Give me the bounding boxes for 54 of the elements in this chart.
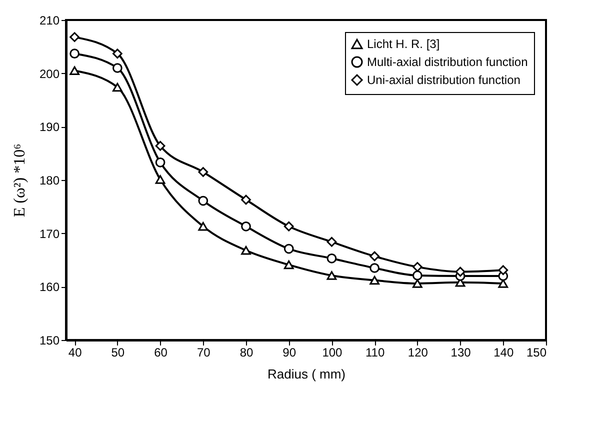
point [370,276,380,285]
point [155,140,166,151]
point [112,82,122,92]
y-tick-label: 160 [39,280,60,294]
x-tick-label: 130 [450,346,472,360]
point [198,196,208,206]
y-tick-label: 170 [39,226,60,241]
y-tick-label: 210 [39,14,60,28]
x-tick-label: 50 [111,346,125,360]
point [112,63,122,73]
x-tick-label: 80 [240,346,254,360]
y-tick-label: 200 [39,66,60,81]
x-tick-label: 40 [68,346,82,360]
point [326,236,337,247]
point [370,263,380,273]
x-tick-label: 120 [408,346,428,360]
point [198,167,208,177]
y-tick-label: 150 [39,334,60,348]
legend-label: Licht H. R. [3] [367,37,440,51]
point [70,66,80,76]
legend-label: Uni-axial distribution function [367,73,520,87]
point [455,266,466,277]
point [112,48,122,59]
point [370,251,380,262]
x-tick-label: 140 [494,346,514,360]
point [155,175,166,184]
x-tick-label: 110 [366,346,385,360]
x-tick-label: 60 [154,346,168,360]
legend-label: Multi-axial distribution function [367,55,528,69]
point [241,194,251,205]
point [326,253,337,264]
x-tick-label: 70 [196,346,211,360]
point [498,265,508,276]
point [198,222,208,231]
y-axis-title: E (ω²) *10⁶ [11,144,28,218]
x-tick-label: 150 [526,346,547,360]
point [155,157,166,168]
point [284,260,294,270]
x-axis-title: Radius ( mm) [267,366,346,382]
y-tick-label: 180 [39,174,60,188]
point [241,221,251,232]
point [241,246,251,255]
point [412,279,422,288]
point [70,48,80,59]
point [498,279,508,288]
point [70,32,80,42]
x-tick-label: 90 [282,346,296,360]
point [412,262,422,272]
point [284,221,294,232]
point [412,270,422,280]
point [284,244,294,254]
point [326,271,337,280]
x-tick-label: 100 [322,346,343,360]
y-tick-label: 190 [39,120,60,134]
